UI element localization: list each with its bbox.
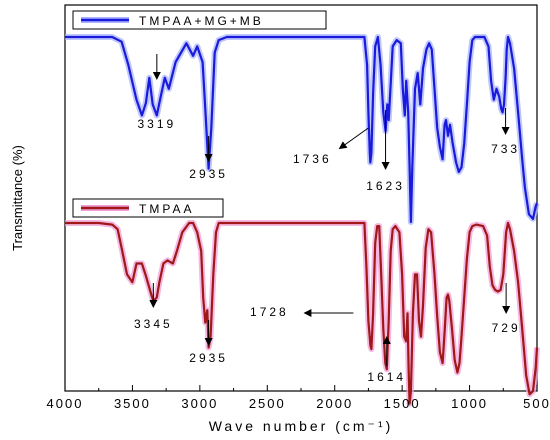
series-layer (65, 34, 540, 407)
x-tick-label-3000: 3000 (181, 396, 218, 411)
peak-label-3345: 3345 (134, 317, 173, 331)
x-tick-label-4000: 4000 (47, 396, 84, 411)
peak-label-2935: 2935 (189, 351, 228, 365)
legend-label-0: TMPAA+MG+MB (139, 14, 264, 28)
x-axis: 4000 3500 3000 2500 2000 1500 1000 500 (47, 385, 550, 411)
x-tick-label-1500: 1500 (384, 396, 421, 411)
peak-label-1614: 1614 (367, 370, 406, 384)
series-line-1 (65, 221, 539, 405)
peak-label-729: 729 (492, 321, 521, 335)
peak-label-733: 733 (491, 142, 520, 156)
annotation-layer: 3319 2935 1736 1623 733 3345 2935 1728 1614 729 (134, 54, 521, 384)
legend-layer: TMPAA+MG+MB TMPAA (72, 10, 327, 218)
peak-label-1623: 1623 (366, 179, 405, 193)
x-axis-title: Wave number (cm⁻¹) (209, 418, 394, 434)
x-tick-label-500: 500 (523, 396, 550, 411)
series-glow-1 (65, 220, 540, 407)
legend-box-0 (72, 10, 327, 30)
x-tick-label-3500: 3500 (114, 396, 151, 411)
x-tick-label-2500: 2500 (249, 396, 286, 411)
peak-label-1736: 1736 (293, 152, 332, 166)
peak-label-3319: 3319 (137, 117, 176, 131)
y-axis-title: Transmittance (%) (10, 145, 25, 251)
series-line-0 (65, 35, 539, 224)
peak-label-2935: 2935 (189, 167, 228, 181)
legend-box-1 (72, 198, 224, 218)
plot-frame (64, 4, 538, 392)
legend-label-1: TMPAA (139, 202, 194, 216)
peak-label-1728: 1728 (250, 305, 289, 319)
peak-arrow-1736 (338, 127, 369, 150)
x-tick-label-2000: 2000 (316, 396, 353, 411)
x-tick-label-1000: 1000 (451, 396, 488, 411)
